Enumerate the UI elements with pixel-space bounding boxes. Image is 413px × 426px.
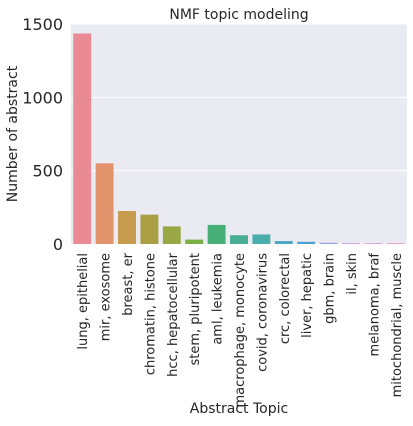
bar (95, 163, 114, 244)
bar (342, 243, 360, 244)
bars (73, 33, 405, 245)
x-axis-ticks: lung, epithelial mir, exosome breast, er ch… (76, 252, 405, 407)
x-tick-label: covid, coronavirus (255, 253, 270, 372)
y-axis-ticks: 0 500 1000 1500 (22, 15, 63, 254)
bar (207, 224, 226, 244)
bar (364, 243, 383, 244)
x-tick-label: mir, exosome (99, 253, 114, 341)
x-tick-label: melanoma, braf (367, 253, 382, 357)
bar (319, 242, 338, 244)
x-tick-label: breast, er (121, 252, 136, 315)
y-tick-label: 500 (32, 162, 63, 181)
bar (297, 241, 316, 244)
bar (162, 226, 181, 244)
x-tick-label: gbm, brain (323, 253, 338, 324)
x-tick-label: crc, colorectal (278, 253, 293, 344)
bar (252, 234, 271, 244)
y-tick-label: 1000 (22, 88, 63, 107)
bar (185, 239, 204, 244)
x-tick-label: liver, hepatic (300, 253, 315, 338)
x-tick-label: il, skin (345, 253, 360, 295)
x-tick-label: stem, pluripotent (188, 253, 203, 366)
bar (230, 235, 248, 244)
y-tick-label: 0 (53, 235, 63, 254)
bar (73, 33, 92, 245)
x-tick-label: mitochondrial, muscle (390, 253, 405, 397)
y-tick-label: 1500 (22, 15, 63, 34)
bar (274, 241, 293, 244)
bar (140, 214, 159, 244)
x-tick-label: macrophage, monocyte (233, 253, 248, 408)
x-axis-label: Abstract Topic (190, 401, 288, 417)
x-tick-label: lung, epithelial (76, 253, 91, 350)
chart-title: NMF topic modeling (169, 7, 308, 23)
plot-area (71, 24, 407, 244)
bar (386, 243, 405, 244)
bar (118, 211, 136, 244)
x-tick-label: chromatin, histone (143, 253, 158, 375)
y-axis-label: Number of abstract (5, 65, 21, 202)
x-tick-label: aml, leukemia (211, 253, 226, 345)
x-tick-label: hcc, hepatocellular (166, 252, 181, 376)
